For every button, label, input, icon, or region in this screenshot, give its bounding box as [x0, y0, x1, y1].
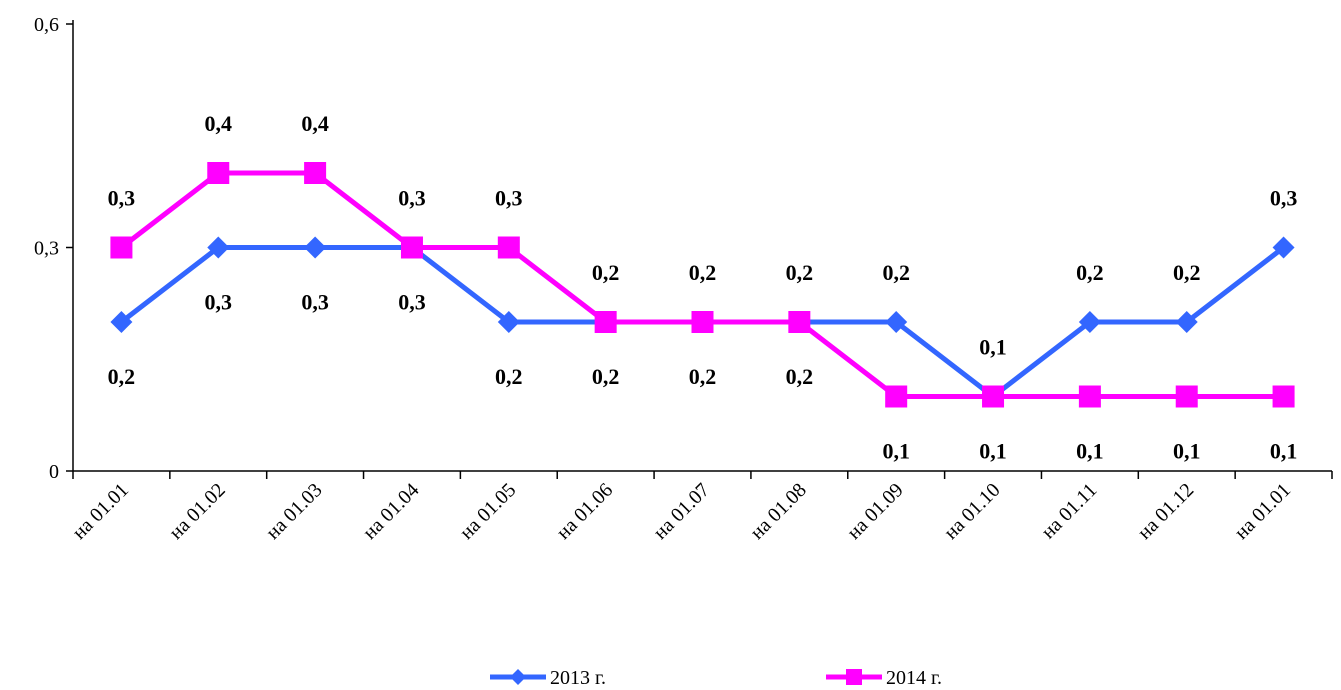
x-tick-label: на 01.07	[649, 479, 714, 544]
data-label: 0,2	[108, 364, 136, 389]
data-point-marker	[885, 385, 908, 408]
data-label: 0,2	[786, 364, 814, 389]
data-point-marker	[207, 236, 230, 259]
data-point-marker	[982, 385, 1005, 408]
x-tick-label: на 01.01	[68, 479, 133, 544]
y-tick-label: 0,6	[34, 14, 59, 36]
x-tick-label: на 01.06	[552, 479, 617, 544]
data-label: 0,2	[495, 364, 523, 389]
data-label: 0,3	[108, 186, 136, 211]
data-label: 0,4	[301, 111, 329, 136]
data-point-marker	[1175, 311, 1198, 333]
data-label: 0,2	[592, 260, 620, 285]
x-tick-label: на 01.04	[359, 479, 424, 544]
data-label: 0,1	[979, 439, 1007, 464]
data-label: 0,3	[301, 290, 329, 315]
data-label: 0,1	[1076, 439, 1104, 464]
data-label: 0,1	[1270, 439, 1298, 464]
data-label: 0,1	[882, 439, 910, 464]
x-tick-label: на 01.11	[1037, 479, 1101, 543]
data-point-marker	[594, 311, 617, 333]
x-tick-label: на 01.10	[940, 479, 1005, 544]
data-point-marker	[1272, 236, 1295, 259]
data-point-marker	[110, 311, 133, 333]
data-point-marker	[497, 236, 520, 259]
data-label: 0,2	[689, 260, 717, 285]
legend-marker	[510, 669, 526, 685]
data-point-marker	[497, 311, 520, 333]
x-tick-label: на 01.03	[262, 479, 327, 544]
data-point-marker	[691, 311, 714, 333]
data-label: 0,1	[1173, 439, 1201, 464]
data-point-marker	[400, 236, 423, 259]
x-tick-label: на 01.05	[456, 479, 521, 544]
data-label: 0,2	[882, 260, 910, 285]
data-point-marker	[1272, 385, 1295, 408]
series-2: 0,3 0,4 0,4 0,3 0,3 0,2 0,2 0,2 0,1 0,1 0,1 0,1 0,1	[108, 111, 1298, 464]
x-tick-label: на 01.08	[746, 479, 811, 544]
x-tick-label: на 01.09	[843, 479, 908, 544]
data-label: 0,3	[398, 290, 426, 315]
series-1: 0,2 0,3 0,3 0,3 0,2 0,2 0,2 0,2 0,2 0,1 0,2 0,2 0,3	[108, 186, 1298, 408]
data-label: 0,2	[592, 364, 620, 389]
y-tick-label: 0	[49, 461, 59, 483]
data-point-marker	[788, 311, 811, 333]
legend-entry-2: 2014 г.	[826, 667, 942, 689]
data-label: 0,3	[1270, 186, 1298, 211]
data-label: 0,2	[1173, 260, 1201, 285]
data-label: 0,3	[205, 290, 233, 315]
y-tick-label: 0,3	[34, 238, 59, 260]
data-point-marker	[885, 311, 908, 333]
legend-entry-1: 2013 г.	[490, 667, 606, 689]
legend-label: 2014 г.	[886, 667, 942, 689]
data-point-marker	[207, 162, 230, 184]
data-label: 0,3	[495, 186, 523, 211]
data-point-marker	[1078, 385, 1101, 408]
data-point-marker	[110, 236, 133, 259]
data-label: 0,4	[205, 111, 233, 136]
x-tick-label: на 01.12	[1133, 479, 1198, 544]
data-label: 0,2	[689, 364, 717, 389]
data-label: 0,3	[398, 186, 426, 211]
data-point-marker	[1078, 311, 1101, 333]
legend-label: 2013 г.	[550, 667, 606, 689]
data-label: 0,2	[786, 260, 814, 285]
data-point-marker	[1175, 385, 1198, 408]
data-point-marker	[304, 236, 327, 259]
data-label: 0,2	[1076, 260, 1104, 285]
legend-marker	[846, 669, 862, 685]
x-tick-label: на 01.01	[1230, 479, 1295, 544]
x-tick-label: на 01.02	[165, 479, 230, 544]
data-point-marker	[304, 162, 327, 184]
data-label: 0,1	[979, 335, 1007, 360]
